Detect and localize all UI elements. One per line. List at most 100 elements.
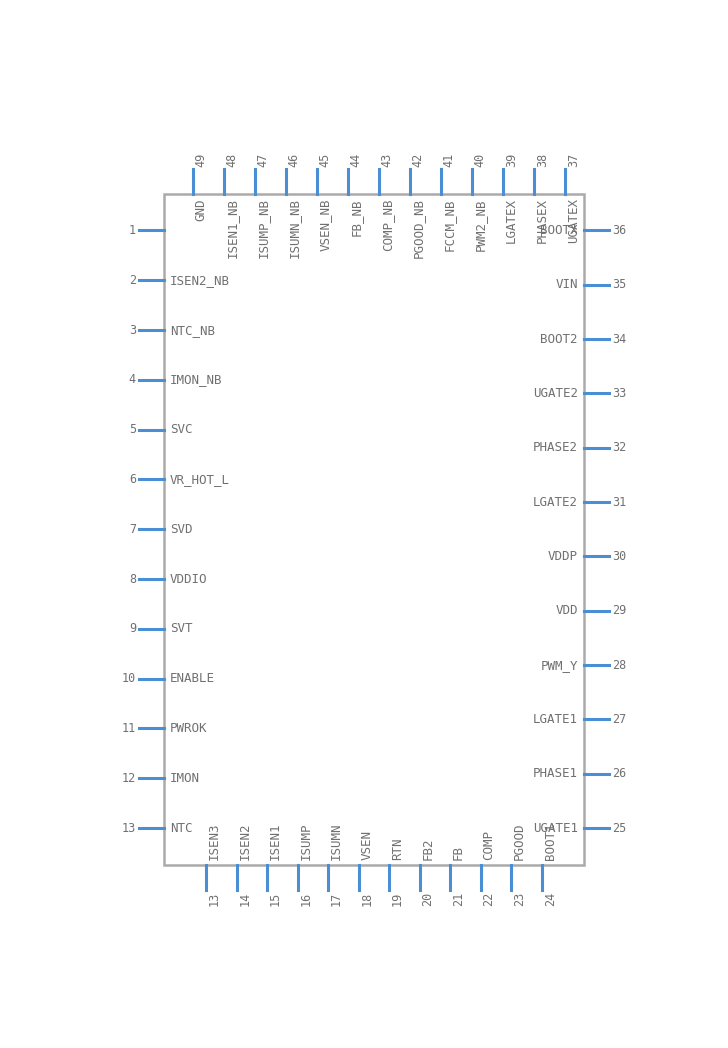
Text: PHASE2: PHASE2 <box>533 441 578 454</box>
Text: LGATEX: LGATEX <box>505 198 518 243</box>
Text: UGATEX: UGATEX <box>567 198 579 243</box>
Text: 6: 6 <box>129 473 136 486</box>
Text: 35: 35 <box>612 279 626 291</box>
Text: VDDIO: VDDIO <box>170 572 207 586</box>
Text: PGOOD_NB: PGOOD_NB <box>412 198 425 258</box>
Text: 28: 28 <box>612 658 626 672</box>
Text: 25: 25 <box>612 822 626 834</box>
Text: COMP_NB: COMP_NB <box>381 198 394 250</box>
Text: 3: 3 <box>129 324 136 336</box>
Text: 23: 23 <box>513 892 526 907</box>
Text: UGATE2: UGATE2 <box>533 387 578 400</box>
Text: ISEN2: ISEN2 <box>239 823 251 860</box>
Text: PHASE1: PHASE1 <box>533 767 578 780</box>
Text: 29: 29 <box>612 605 626 617</box>
Text: 17: 17 <box>330 892 343 907</box>
Text: ISEN2_NB: ISEN2_NB <box>170 274 230 287</box>
Text: ISEN1: ISEN1 <box>269 823 282 860</box>
Text: 12: 12 <box>122 771 136 785</box>
Text: BOOTX: BOOTX <box>540 224 578 237</box>
Text: 41: 41 <box>443 152 456 167</box>
Text: VDD: VDD <box>555 605 578 617</box>
Text: GND: GND <box>195 198 208 221</box>
Text: 9: 9 <box>129 623 136 635</box>
Text: IMON_NB: IMON_NB <box>170 373 222 387</box>
Text: ENABLE: ENABLE <box>170 672 215 685</box>
Text: BOOT2: BOOT2 <box>540 332 578 346</box>
Text: 26: 26 <box>612 767 626 780</box>
Text: BOOT1: BOOT1 <box>544 823 557 860</box>
Text: FCCM_NB: FCCM_NB <box>443 198 456 250</box>
Text: 43: 43 <box>381 152 394 167</box>
Text: VIN: VIN <box>555 279 578 291</box>
Text: 13: 13 <box>122 822 136 834</box>
Text: 27: 27 <box>612 713 626 726</box>
Text: 11: 11 <box>122 722 136 735</box>
Text: 10: 10 <box>122 672 136 685</box>
Text: 33: 33 <box>612 387 626 400</box>
Text: PWROK: PWROK <box>170 722 207 735</box>
Text: IMON: IMON <box>170 771 199 785</box>
Text: VR_HOT_L: VR_HOT_L <box>170 473 230 486</box>
Text: 46: 46 <box>288 152 301 167</box>
Text: 5: 5 <box>129 423 136 436</box>
Text: 20: 20 <box>422 892 435 907</box>
Text: 39: 39 <box>505 152 518 167</box>
Text: LGATE1: LGATE1 <box>533 713 578 726</box>
Text: 48: 48 <box>226 152 239 167</box>
Text: 40: 40 <box>474 152 487 167</box>
Text: NTC_NB: NTC_NB <box>170 324 215 336</box>
Text: 24: 24 <box>544 892 557 907</box>
Text: PWM2_NB: PWM2_NB <box>474 198 487 250</box>
Text: LGATE2: LGATE2 <box>533 496 578 508</box>
Text: 32: 32 <box>612 441 626 454</box>
Text: COMP: COMP <box>483 830 496 860</box>
Bar <box>164 194 584 865</box>
Text: RTN: RTN <box>391 837 404 860</box>
Text: 37: 37 <box>567 152 579 167</box>
Text: 30: 30 <box>612 550 626 563</box>
Text: ISUMP_NB: ISUMP_NB <box>257 198 270 258</box>
Text: 15: 15 <box>269 892 282 907</box>
Text: VSEN: VSEN <box>360 830 373 860</box>
Text: 16: 16 <box>299 892 312 907</box>
Text: 8: 8 <box>129 572 136 586</box>
Text: NTC: NTC <box>170 822 192 834</box>
Text: 1: 1 <box>129 224 136 237</box>
Text: FB_NB: FB_NB <box>350 198 363 236</box>
Text: VSEN_NB: VSEN_NB <box>319 198 332 250</box>
Text: PHASEX: PHASEX <box>536 198 549 243</box>
Text: 42: 42 <box>412 152 425 167</box>
Text: ISUMN: ISUMN <box>330 823 343 860</box>
Text: 38: 38 <box>536 152 549 167</box>
Text: ISUMP: ISUMP <box>299 823 312 860</box>
Text: SVD: SVD <box>170 523 192 536</box>
Text: 21: 21 <box>452 892 465 907</box>
Text: 4: 4 <box>129 373 136 387</box>
Text: 18: 18 <box>360 892 373 907</box>
Text: 2: 2 <box>129 274 136 287</box>
Text: 36: 36 <box>612 224 626 237</box>
Text: 31: 31 <box>612 496 626 508</box>
Text: VDDP: VDDP <box>548 550 578 563</box>
Text: 49: 49 <box>195 152 208 167</box>
Text: UGATE1: UGATE1 <box>533 822 578 834</box>
Text: FB: FB <box>452 846 465 860</box>
Text: 47: 47 <box>257 152 270 167</box>
Text: 44: 44 <box>350 152 363 167</box>
Text: SVC: SVC <box>170 423 192 436</box>
Text: PGOOD: PGOOD <box>513 823 526 860</box>
Text: 7: 7 <box>129 523 136 536</box>
Text: 45: 45 <box>319 152 332 167</box>
Text: 22: 22 <box>483 892 496 907</box>
Text: SVT: SVT <box>170 623 192 635</box>
Text: 19: 19 <box>391 892 404 907</box>
Text: ISEN3: ISEN3 <box>208 823 221 860</box>
Text: 13: 13 <box>208 892 221 907</box>
Text: ISEN1_NB: ISEN1_NB <box>226 198 239 258</box>
Text: 34: 34 <box>612 332 626 346</box>
Text: 14: 14 <box>239 892 251 907</box>
Text: FB2: FB2 <box>422 837 435 860</box>
Text: ISUMN_NB: ISUMN_NB <box>288 198 301 258</box>
Text: PWM_Y: PWM_Y <box>540 658 578 672</box>
